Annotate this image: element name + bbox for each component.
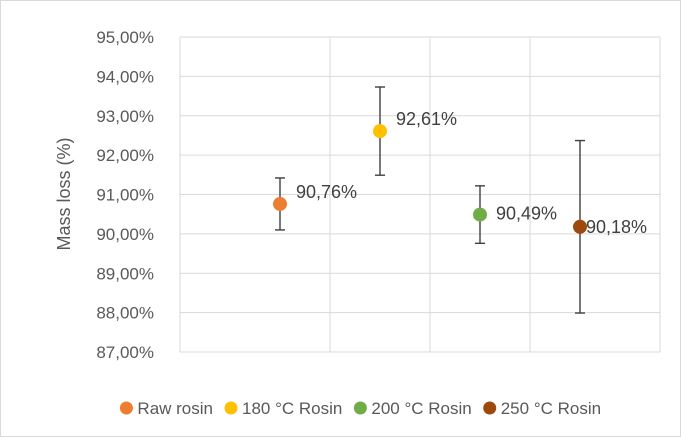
y-tick-label: 91,00% bbox=[96, 186, 154, 205]
legend-marker bbox=[483, 401, 497, 415]
legend-item: 200 °C Rosin bbox=[353, 399, 472, 418]
legend-item: 180 °C Rosin bbox=[224, 399, 342, 418]
data-point bbox=[273, 196, 287, 211]
y-tick-label: 95,00% bbox=[96, 28, 154, 47]
data-label: 92,61% bbox=[396, 109, 457, 129]
y-tick-label: 94,00% bbox=[96, 67, 154, 86]
legend-marker bbox=[353, 401, 367, 415]
y-tick-labels: 87,00% 88,00% 89,00% 90,00% 91,00% 92,00% 93,0… bbox=[96, 28, 154, 362]
data-points bbox=[273, 124, 587, 234]
y-tick-label: 87,00% bbox=[96, 343, 154, 362]
y-tick-label: 93,00% bbox=[96, 107, 154, 126]
x-gridlines bbox=[329, 37, 531, 352]
legend-item: 250 °C Rosin bbox=[483, 399, 601, 418]
legend-label: Raw rosin bbox=[137, 399, 213, 418]
data-labels: 90,76% 92,61% 90,49% 90,18% bbox=[296, 109, 647, 237]
legend-label: 250 °C Rosin bbox=[501, 399, 601, 418]
data-label: 90,49% bbox=[496, 204, 557, 224]
data-label: 90,76% bbox=[296, 182, 357, 202]
y-gridlines bbox=[180, 36, 660, 353]
legend-marker bbox=[119, 401, 133, 415]
y-tick-label: 89,00% bbox=[96, 264, 154, 283]
data-point bbox=[373, 124, 387, 139]
data-point bbox=[473, 207, 487, 222]
legend-label: 180 °C Rosin bbox=[242, 399, 342, 418]
y-tick-label: 88,00% bbox=[96, 304, 154, 323]
data-point bbox=[573, 219, 587, 234]
legend-label: 200 °C Rosin bbox=[371, 399, 471, 418]
data-label: 90,18% bbox=[586, 217, 647, 237]
plot-frame bbox=[179, 37, 661, 352]
legend: Raw rosin 180 °C Rosin 200 °C Rosin 250 °C … bbox=[119, 399, 601, 418]
y-axis-label: Mass loss (%) bbox=[54, 137, 74, 250]
legend-marker bbox=[224, 401, 238, 415]
y-tick-label: 90,00% bbox=[96, 225, 154, 244]
y-tick-label: 92,00% bbox=[96, 146, 154, 165]
legend-item: Raw rosin bbox=[119, 399, 213, 418]
